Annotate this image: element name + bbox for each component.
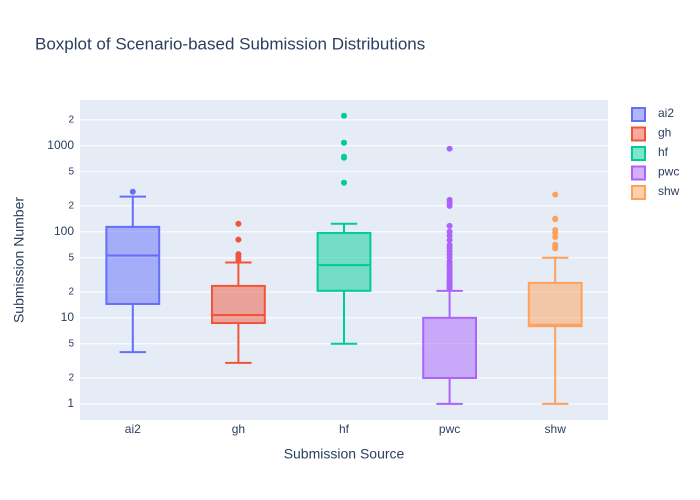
legend-label: hf <box>658 145 669 159</box>
y-tick-label: 2 <box>68 287 74 298</box>
y-tick-label: 100 <box>54 224 74 238</box>
y-axis-title: Submission Number <box>11 197 27 323</box>
outlier <box>235 236 242 243</box>
x-axis-title: Submission Source <box>284 446 405 462</box>
legend-swatch <box>631 126 646 142</box>
outlier <box>235 220 242 227</box>
box <box>316 231 372 292</box>
outlier <box>446 285 453 292</box>
x-tick-label: ai2 <box>125 422 141 436</box>
box <box>527 281 583 328</box>
outlier <box>129 188 136 195</box>
legend-swatch <box>631 165 646 181</box>
outlier <box>552 216 559 223</box>
outlier <box>446 237 453 244</box>
legend-label: shw <box>658 184 680 198</box>
outlier <box>446 145 453 152</box>
outlier <box>446 232 453 239</box>
y-tick-label: 5 <box>68 338 74 349</box>
y-tick-label: 2 <box>68 373 74 384</box>
box <box>211 284 266 325</box>
outlier <box>552 191 559 198</box>
outlier <box>341 112 347 119</box>
x-tick-label: shw <box>545 422 567 436</box>
outlier <box>235 257 242 264</box>
y-tick-label: 1 <box>67 396 74 410</box>
y-tick-label: 5 <box>68 166 74 177</box>
box <box>105 225 161 305</box>
y-tick-label: 2 <box>68 114 74 125</box>
outlier <box>446 222 453 229</box>
x-tick-label: hf <box>339 422 350 436</box>
legend-swatch <box>631 185 646 200</box>
outlier <box>341 139 347 146</box>
chart-title: Boxplot of Scenario-based Submission Dis… <box>35 34 425 53</box>
y-tick-label: 10 <box>61 310 75 324</box>
legend-label: ai2 <box>658 106 674 120</box>
outlier <box>341 179 347 186</box>
outlier <box>446 202 453 209</box>
y-tick-label: 2 <box>68 201 74 212</box>
outlier <box>552 245 559 252</box>
outlier <box>341 154 347 161</box>
legend-swatch <box>631 146 646 161</box>
y-tick-label: 5 <box>68 252 74 263</box>
x-tick-label: gh <box>232 422 245 436</box>
outlier <box>552 233 559 240</box>
legend-label: pwc <box>658 165 679 179</box>
box <box>422 316 478 379</box>
y-tick-label: 1000 <box>47 138 74 152</box>
legend-swatch <box>631 107 646 122</box>
legend-label: gh <box>658 126 671 140</box>
x-tick-label: pwc <box>439 422 460 436</box>
